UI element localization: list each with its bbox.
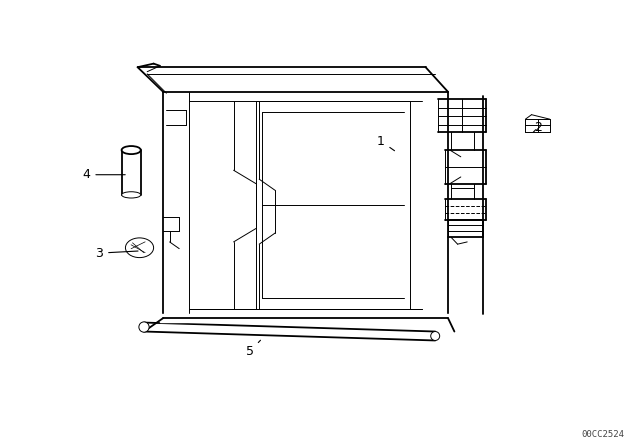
Text: 5: 5 (246, 340, 260, 358)
Text: 4: 4 (83, 168, 125, 181)
Ellipse shape (122, 146, 141, 154)
Ellipse shape (122, 192, 141, 198)
Text: 3: 3 (95, 246, 138, 260)
Ellipse shape (431, 332, 440, 340)
Text: 2: 2 (533, 121, 541, 134)
Text: 00CC2524: 00CC2524 (581, 430, 624, 439)
Text: 1: 1 (377, 134, 394, 151)
Circle shape (125, 238, 154, 258)
Polygon shape (160, 314, 451, 322)
Ellipse shape (139, 322, 149, 332)
